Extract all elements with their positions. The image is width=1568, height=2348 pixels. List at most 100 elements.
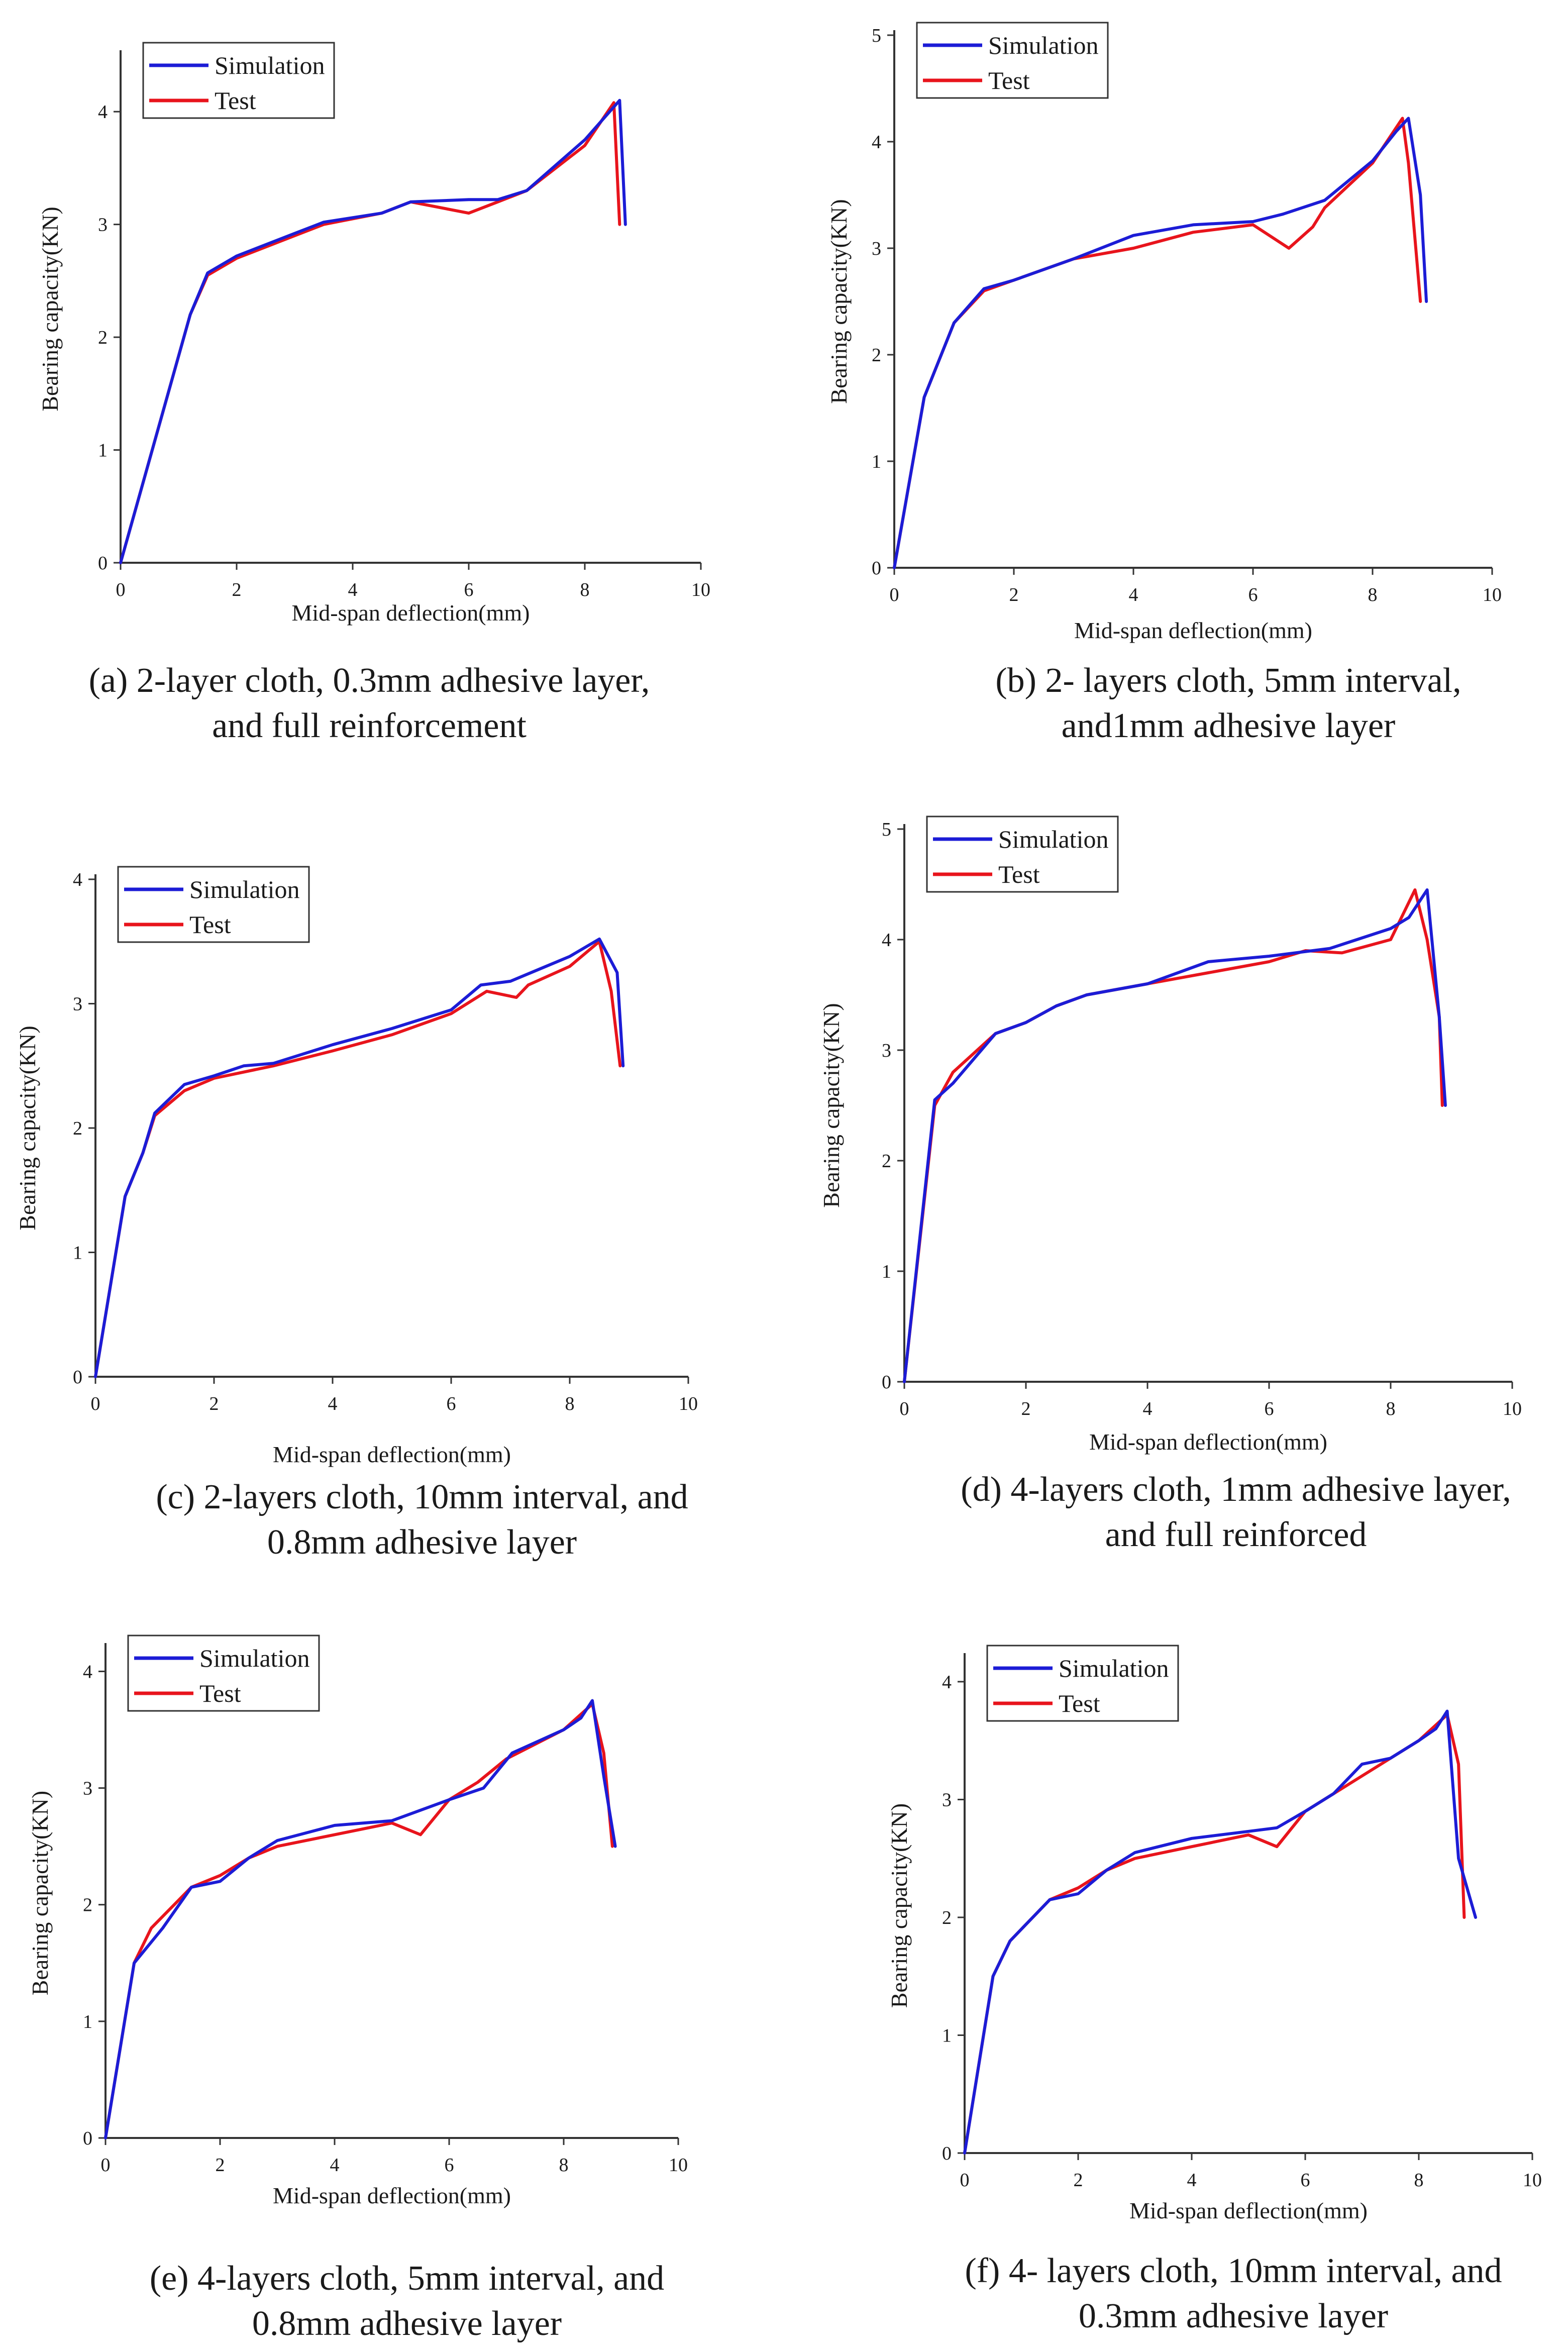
series-line-test-f (963, 1713, 1466, 2155)
legend-label-simulation-d: Simulation (998, 825, 1108, 853)
x-tick-label-e: 0 (101, 2155, 111, 2176)
x-tick-label-c: 8 (565, 1393, 575, 1414)
y-tick-label-f: 4 (942, 1672, 952, 1693)
x-tick-label-f: 8 (1414, 2170, 1424, 2191)
legend-label-test-b: Test (988, 66, 1030, 94)
legend-box-a (142, 42, 335, 119)
y-tick-label-f: 3 (942, 1789, 952, 1810)
chart-panel-f: 0 2 4 6 8 10 0 1 2 3 4 Mid-span deflection(mm) Beari… (886, 1645, 1542, 2223)
y-tick-label-e: 3 (83, 1778, 92, 1799)
series-line-simulation-c (94, 937, 625, 1378)
caption-d-line2: and full reinforced (1105, 1515, 1367, 1554)
caption-a-line1: (a) 2-layer cloth, 0.3mm adhesive layer, (88, 661, 650, 700)
legend-label-test-d: Test (998, 860, 1040, 888)
y-tick-label-a: 4 (98, 101, 108, 123)
y-tick-label-c: 1 (73, 1243, 82, 1264)
y-tick-label-d: 2 (882, 1151, 891, 1172)
x-tick-label-f: 2 (1074, 2170, 1083, 2191)
legend-label-test-c: Test (189, 910, 231, 939)
x-tick-label-a: 0 (116, 579, 126, 600)
x-tick-label-f: 0 (960, 2170, 970, 2191)
legend-label-simulation-f: Simulation (1059, 1654, 1169, 1682)
y-tick-label-a: 1 (98, 440, 108, 461)
y-tick-label-d: 5 (882, 819, 891, 840)
y-tick-label-f: 0 (942, 2143, 952, 2164)
y-tick-label-b: 5 (872, 25, 881, 46)
y-tick-label-b: 4 (872, 132, 881, 153)
x-axis-label-a: Mid-span deflection(mm) (292, 600, 530, 626)
x-tick-label-a: 10 (691, 579, 710, 600)
legend-box-d (926, 815, 1119, 893)
x-tick-label-c: 4 (328, 1393, 338, 1414)
x-tick-label-f: 10 (1523, 2170, 1542, 2191)
series-line-simulation-f (963, 1709, 1477, 2155)
series-line-simulation-b (893, 117, 1428, 569)
x-tick-label-d: 6 (1265, 1398, 1274, 1419)
y-tick-label-a: 0 (98, 553, 108, 574)
y-tick-label-e: 1 (83, 2011, 92, 2032)
y-tick-label-f: 1 (942, 2025, 952, 2046)
caption-c-line2: 0.8mm adhesive layer (267, 1523, 577, 1562)
y-tick-label-a: 2 (98, 327, 108, 348)
legend-label-test-a: Test (215, 86, 256, 115)
x-tick-label-a: 6 (464, 579, 474, 600)
x-tick-label-a: 8 (580, 579, 590, 600)
y-tick-label-b: 3 (872, 238, 881, 259)
x-tick-label-a: 2 (232, 579, 242, 600)
y-tick-label-e: 0 (83, 2128, 92, 2149)
series-line-simulation-e (104, 1699, 617, 2139)
series-line-test-c (94, 940, 622, 1378)
series-line-simulation-d (903, 888, 1447, 1383)
x-tick-label-b: 2 (1009, 584, 1019, 605)
caption-b: (b) 2- layers cloth, 5mm interval, and1m… (877, 658, 1568, 749)
y-tick-label-d: 1 (882, 1261, 891, 1282)
y-tick-label-b: 2 (872, 345, 881, 366)
legend-label-test-e: Test (199, 1679, 241, 1707)
series-line-simulation-a (119, 98, 627, 564)
legend-box-f (986, 1645, 1179, 1722)
caption-c: (c) 2-layers cloth, 10mm interval, and 0… (70, 1475, 774, 1565)
y-tick-label-e: 2 (83, 1895, 92, 1916)
x-tick-label-b: 6 (1248, 584, 1258, 605)
x-axis-label-e: Mid-span deflection(mm) (273, 2183, 511, 2208)
legend-label-simulation-a: Simulation (215, 51, 325, 79)
y-tick-label-f: 2 (942, 1907, 952, 1928)
x-tick-label-e: 2 (216, 2155, 225, 2176)
legend-label-simulation-b: Simulation (988, 31, 1098, 59)
x-tick-label-c: 10 (679, 1393, 698, 1414)
legend-box-c (117, 866, 310, 943)
series-line-test-e (104, 1702, 614, 2139)
x-axis-label-c: Mid-span deflection(mm) (273, 1442, 511, 1467)
x-tick-label-b: 8 (1368, 584, 1378, 605)
chart-panel-d: 0 2 4 6 8 10 0 1 2 3 4 5 Mid-span deflection(mm) Bear… (818, 815, 1522, 1455)
x-tick-label-c: 0 (91, 1393, 100, 1414)
caption-b-line1: (b) 2- layers cloth, 5mm interval, (995, 661, 1461, 700)
x-tick-label-d: 10 (1503, 1398, 1522, 1419)
x-tick-label-d: 4 (1143, 1398, 1153, 1419)
y-tick-label-e: 4 (83, 1661, 92, 1682)
x-axis-label-d: Mid-span deflection(mm) (1089, 1429, 1327, 1455)
caption-e-line2: 0.8mm adhesive layer (252, 2304, 562, 2343)
x-tick-label-c: 6 (447, 1393, 456, 1414)
series-line-test-a (119, 101, 621, 564)
chart-panel-b: 0 2 4 6 8 10 0 1 2 3 4 5 Mid-span deflection(mm) Bear… (826, 22, 1502, 643)
x-tick-label-e: 10 (669, 2155, 688, 2176)
x-tick-label-c: 2 (210, 1393, 219, 1414)
y-axis-label-f: Bearing capacity(KN) (886, 1803, 912, 2008)
y-tick-label-b: 1 (872, 451, 881, 472)
x-tick-label-f: 4 (1187, 2170, 1197, 2191)
caption-f-line1: (f) 4- layers cloth, 10mm interval, and (965, 2252, 1502, 2290)
x-tick-label-b: 10 (1483, 584, 1502, 605)
x-tick-label-b: 4 (1129, 584, 1138, 605)
chart-panel-c: 0 2 4 6 8 10 0 1 2 3 4 Mid-span deflection(mm) Beari… (15, 866, 698, 1467)
y-tick-label-d: 0 (882, 1372, 891, 1393)
legend-label-test-f: Test (1059, 1689, 1100, 1717)
y-axis-label-e: Bearing capacity(KN) (27, 1791, 53, 1995)
x-axis-label-f: Mid-span deflection(mm) (1129, 2198, 1368, 2223)
chart-panel-e: 0 2 4 6 8 10 0 1 2 3 4 Mid-span deflection(mm) Beari… (27, 1635, 688, 2208)
caption-a: (a) 2-layer cloth, 0.3mm adhesive layer,… (18, 658, 721, 749)
x-tick-label-d: 0 (900, 1398, 909, 1419)
series-line-test-d (903, 888, 1444, 1383)
y-tick-label-a: 3 (98, 215, 108, 236)
